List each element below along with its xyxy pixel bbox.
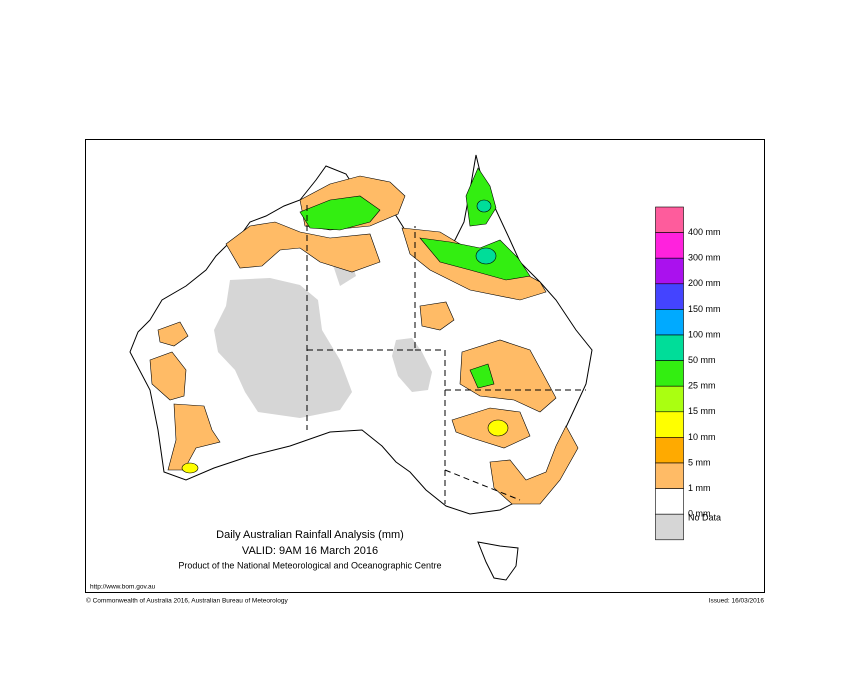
legend-swatch: [655, 462, 684, 489]
legend-swatch: [655, 513, 684, 541]
issued-date: Issued: 16/03/2016: [709, 598, 765, 605]
legend-swatch: [655, 360, 684, 387]
legend-swatch: [655, 488, 684, 515]
legend-swatch: [655, 206, 684, 233]
website: http://www.bom.gov.au: [90, 584, 156, 591]
no-data-area: [214, 278, 352, 418]
no-data-area: [392, 338, 432, 392]
legend-label: 300 mm: [688, 253, 721, 263]
map-credit: Product of the National Meteorological a…: [178, 560, 441, 570]
copyright: © Commonwealth of Australia 2016, Austra…: [86, 597, 288, 605]
legend-swatch: [655, 257, 684, 285]
legend-swatch: [655, 334, 684, 361]
map-title: Daily Australian Rainfall Analysis (mm): [216, 529, 404, 541]
map: [129, 154, 593, 581]
legend-label: 5 mm: [688, 457, 711, 467]
rain-10mm: [181, 419, 509, 474]
legend-label: 0 mm: [688, 509, 711, 519]
tasmania: [477, 541, 519, 581]
legend-label: 400 mm: [688, 227, 721, 237]
legend-swatch: [655, 385, 684, 413]
legend-label: 50 mm: [688, 355, 716, 365]
legend: 400 mm 300 mm 200 mm 150 mm 100 mm 50 mm 25 mm…: [655, 206, 721, 541]
legend-label: 100 mm: [688, 329, 721, 339]
legend-label: 15 mm: [688, 406, 716, 416]
legend-swatch: [655, 283, 684, 310]
legend-swatch: [655, 232, 684, 259]
legend-label: 1 mm: [688, 483, 711, 493]
legend-label: No Data: [688, 513, 721, 523]
legend-label: 10 mm: [688, 432, 716, 442]
legend-label: 25 mm: [688, 381, 716, 391]
rain-50mm: [475, 199, 497, 265]
state-border: [306, 205, 586, 504]
map-subtitle: VALID: 9AM 16 March 2016: [242, 545, 378, 557]
rain-15mm: [299, 167, 531, 389]
legend-swatch: [655, 411, 684, 438]
legend-label: 200 mm: [688, 278, 721, 288]
legend-swatch: [655, 309, 684, 336]
legend-swatch: [655, 437, 684, 464]
legend-label: 150 mm: [688, 304, 721, 314]
